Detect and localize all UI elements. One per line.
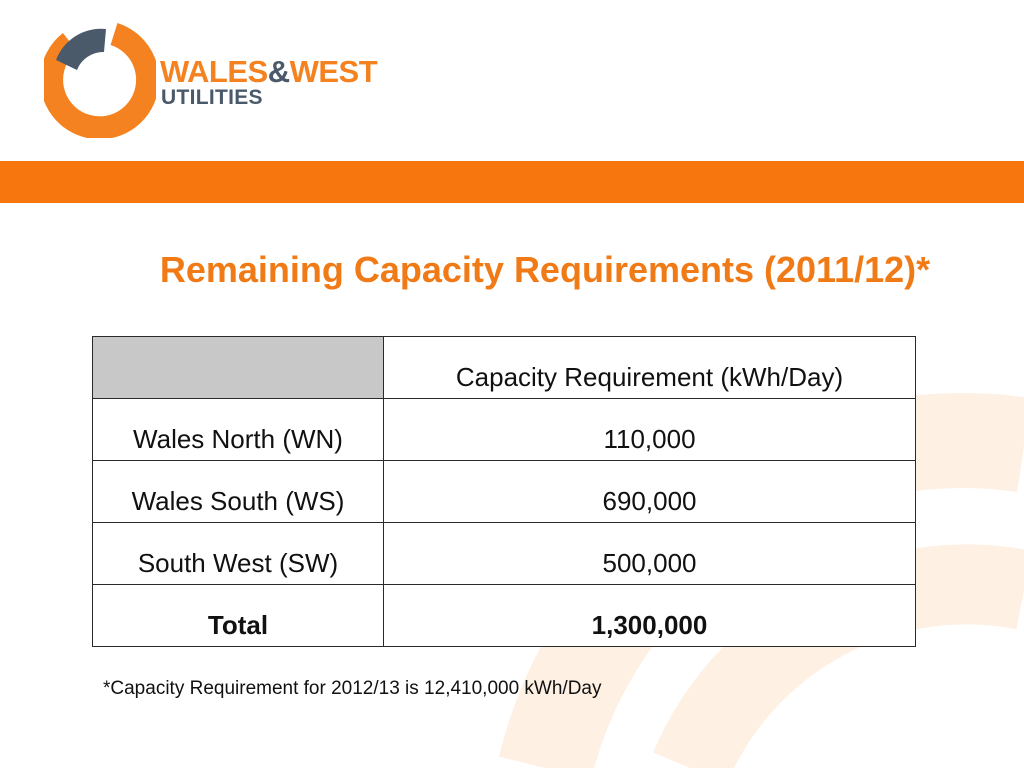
logo-ampersand: &: [267, 54, 290, 89]
total-label-cell: Total: [92, 584, 384, 647]
wales-west-utilities-logo: WALES&WEST UTILITIES: [44, 22, 378, 142]
logo-word-utilities: UTILITIES: [161, 86, 263, 109]
table-header-row: Capacity Requirement (kWh/Day): [92, 336, 916, 399]
value-cell: 110,000: [383, 398, 916, 461]
value-cell: 690,000: [383, 460, 916, 523]
logo-ring-icon: [44, 23, 156, 138]
column-header: Capacity Requirement (kWh/Day): [383, 336, 916, 399]
logo-word-wales: WALES: [160, 54, 268, 89]
capacity-table: Capacity Requirement (kWh/Day) Wales Nor…: [92, 336, 916, 647]
value-cell: 500,000: [383, 522, 916, 585]
footnote: *Capacity Requirement for 2012/13 is 12,…: [103, 678, 602, 699]
slide-title: Remaining Capacity Requirements (2011/12…: [159, 249, 931, 290]
table-row: Wales South (WS) 690,000: [92, 460, 916, 523]
total-value-cell: 1,300,000: [383, 584, 916, 647]
table-row: South West (SW) 500,000: [92, 522, 916, 585]
logo-wordmark: WALES&WEST: [160, 54, 378, 89]
region-cell: Wales North (WN): [92, 398, 384, 461]
table-corner-cell: [92, 336, 384, 399]
table-row: Wales North (WN) 110,000: [92, 398, 916, 461]
logo-word-west: WEST: [289, 54, 378, 89]
header-bar: [0, 161, 1024, 203]
table-total-row: Total 1,300,000: [92, 584, 916, 647]
region-cell: Wales South (WS): [92, 460, 384, 523]
region-cell: South West (SW): [92, 522, 384, 585]
